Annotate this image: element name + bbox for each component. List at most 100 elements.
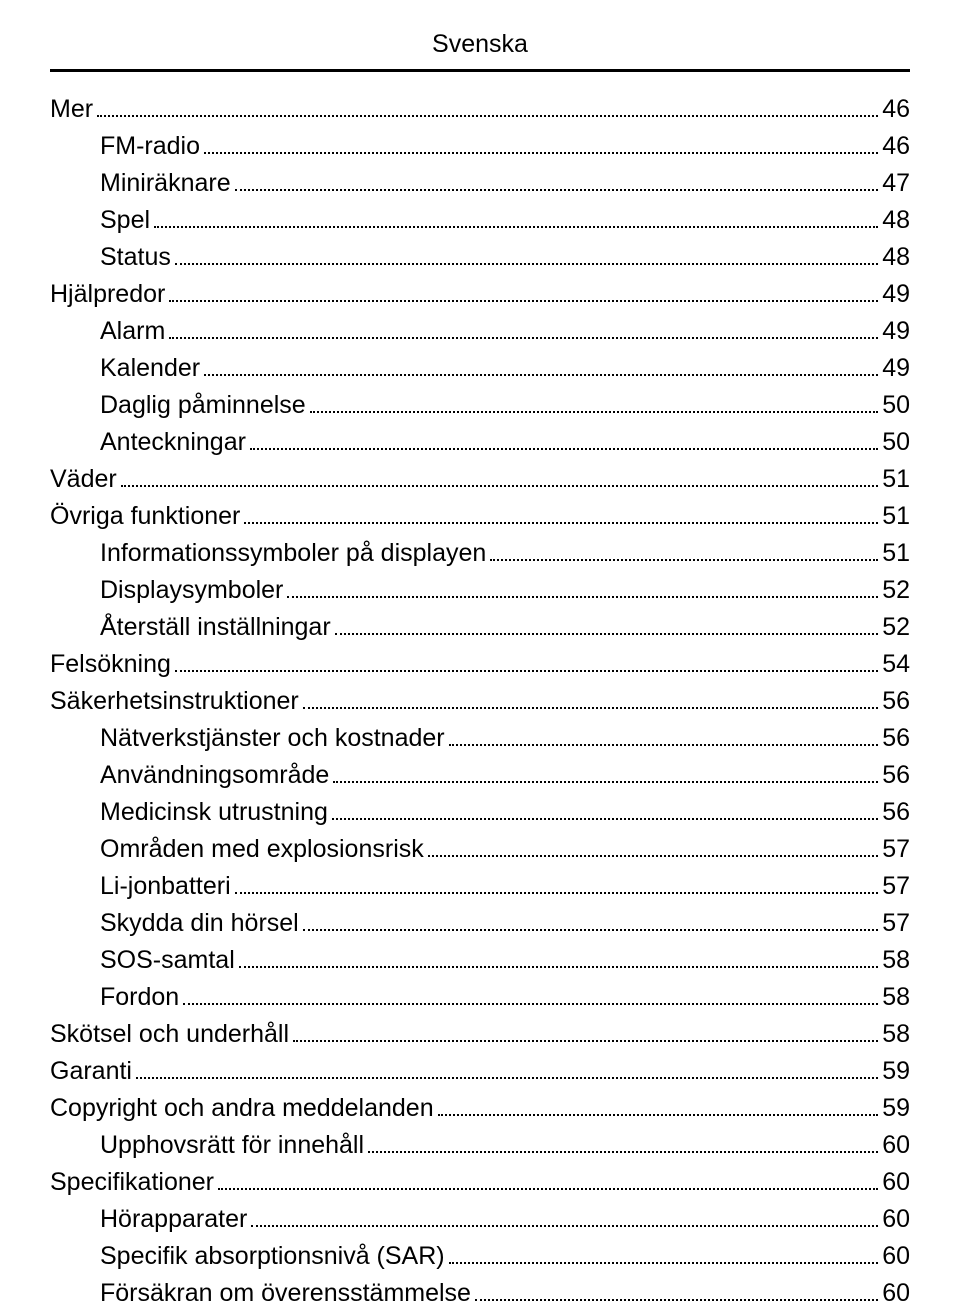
toc-entry-label: Specifik absorptionsnivå (SAR) bbox=[100, 1239, 445, 1274]
toc-leader-dots bbox=[169, 300, 878, 302]
toc-entry-page: 51 bbox=[882, 499, 910, 534]
toc-entry-label: Skydda din hörsel bbox=[100, 906, 299, 941]
toc-leader-dots bbox=[333, 781, 878, 783]
toc-entry-label: Väder bbox=[50, 462, 117, 497]
toc-entry-page: 52 bbox=[882, 610, 910, 645]
toc-entry: Spel 48 bbox=[50, 203, 910, 238]
toc-entry: Kalender49 bbox=[50, 351, 910, 386]
toc-entry-label: Mer bbox=[50, 92, 93, 127]
toc-entry: Försäkran om överensstämmelse60 bbox=[50, 1276, 910, 1311]
toc-entry-label: Säkerhetsinstruktioner bbox=[50, 684, 299, 719]
toc-entry: Nätverkstjänster och kostnader56 bbox=[50, 721, 910, 756]
toc-entry-label: Displaysymboler bbox=[100, 573, 283, 608]
toc-entry-label: Specifikationer bbox=[50, 1165, 214, 1200]
toc-leader-dots bbox=[235, 189, 879, 191]
toc-entry-label: Felsökning bbox=[50, 647, 171, 682]
toc-entry-page: 60 bbox=[882, 1239, 910, 1274]
toc-entry: Användningsområde56 bbox=[50, 758, 910, 793]
toc-entry: Skötsel och underhåll 58 bbox=[50, 1017, 910, 1052]
toc-entry-page: 50 bbox=[882, 388, 910, 423]
toc-entry: Hjälpredor 49 bbox=[50, 277, 910, 312]
toc-leader-dots bbox=[287, 596, 878, 598]
toc-entry: Alarm49 bbox=[50, 314, 910, 349]
toc-entry-page: 49 bbox=[882, 351, 910, 386]
toc-entry-page: 47 bbox=[882, 166, 910, 201]
toc-leader-dots bbox=[235, 892, 879, 894]
toc-entry: Status 48 bbox=[50, 240, 910, 275]
toc-entry-label: Medicinsk utrustning bbox=[100, 795, 328, 830]
toc-entry-label: Alarm bbox=[100, 314, 165, 349]
toc-entry-page: 57 bbox=[882, 906, 910, 941]
toc-leader-dots bbox=[310, 411, 879, 413]
toc-entry-page: 51 bbox=[882, 462, 910, 497]
toc-leader-dots bbox=[475, 1299, 878, 1301]
toc-entry: FM-radio46 bbox=[50, 129, 910, 164]
page-header-title: Svenska bbox=[50, 30, 910, 59]
toc-entry: Specifik absorptionsnivå (SAR) 60 bbox=[50, 1239, 910, 1274]
toc-entry-page: 46 bbox=[882, 92, 910, 127]
toc-leader-dots bbox=[169, 337, 878, 339]
toc-entry-page: 58 bbox=[882, 1017, 910, 1052]
toc-leader-dots bbox=[428, 855, 878, 857]
toc-entry: Felsökning 54 bbox=[50, 647, 910, 682]
toc-entry-label: Spel bbox=[100, 203, 150, 238]
toc-leader-dots bbox=[244, 522, 878, 524]
toc-entry-label: FM-radio bbox=[100, 129, 200, 164]
toc-leader-dots bbox=[438, 1114, 879, 1116]
toc-leader-dots bbox=[121, 485, 878, 487]
toc-leader-dots bbox=[293, 1040, 878, 1042]
toc-entry: Fordon58 bbox=[50, 980, 910, 1015]
toc-leader-dots bbox=[449, 744, 879, 746]
toc-entry-label: Miniräknare bbox=[100, 166, 231, 201]
toc-entry: Säkerhetsinstruktioner 56 bbox=[50, 684, 910, 719]
toc-entry: Informationssymboler på displayen51 bbox=[50, 536, 910, 571]
toc-leader-dots bbox=[368, 1151, 878, 1153]
toc-entry-label: Skötsel och underhåll bbox=[50, 1017, 289, 1052]
toc-entry: Garanti59 bbox=[50, 1054, 910, 1089]
toc-entry: Li-jonbatteri57 bbox=[50, 869, 910, 904]
toc-entry-label: Informationssymboler på displayen bbox=[100, 536, 486, 571]
toc-entry-page: 57 bbox=[882, 832, 910, 867]
toc-entry-label: Hjälpredor bbox=[50, 277, 165, 312]
toc-entry-page: 48 bbox=[882, 203, 910, 238]
toc-entry-page: 49 bbox=[882, 277, 910, 312]
toc-entry: Daglig påminnelse 50 bbox=[50, 388, 910, 423]
toc-leader-dots bbox=[490, 559, 878, 561]
toc-leader-dots bbox=[183, 1003, 878, 1005]
toc-entry-page: 60 bbox=[882, 1202, 910, 1237]
toc-entry: Upphovsrätt för innehåll60 bbox=[50, 1128, 910, 1163]
toc-entry-page: 50 bbox=[882, 425, 910, 460]
toc-entry: Miniräknare 47 bbox=[50, 166, 910, 201]
toc-entry-page: 60 bbox=[882, 1165, 910, 1200]
toc-entry-page: 54 bbox=[882, 647, 910, 682]
toc-entry: Återställ inställningar 52 bbox=[50, 610, 910, 645]
toc-leader-dots bbox=[332, 818, 878, 820]
toc-leader-dots bbox=[303, 707, 878, 709]
toc-entry-label: Status bbox=[100, 240, 171, 275]
toc-entry-page: 60 bbox=[882, 1276, 910, 1311]
toc-entry-label: SOS-samtal bbox=[100, 943, 235, 978]
toc-entry-label: Återställ inställningar bbox=[100, 610, 331, 645]
toc-leader-dots bbox=[204, 374, 878, 376]
toc-leader-dots bbox=[250, 448, 878, 450]
toc-entry: Skydda din hörsel 57 bbox=[50, 906, 910, 941]
toc-entry-page: 59 bbox=[882, 1091, 910, 1126]
toc-entry: Specifikationer 60 bbox=[50, 1165, 910, 1200]
toc-entry: Väder 51 bbox=[50, 462, 910, 497]
toc-entry-page: 56 bbox=[882, 684, 910, 719]
toc-entry: Medicinsk utrustning56 bbox=[50, 795, 910, 830]
toc-entry: Övriga funktioner51 bbox=[50, 499, 910, 534]
toc-leader-dots bbox=[239, 966, 878, 968]
toc-entry-label: Nätverkstjänster och kostnader bbox=[100, 721, 445, 756]
toc-entry-page: 58 bbox=[882, 943, 910, 978]
table-of-contents: Mer46FM-radio46Miniräknare47Spel48Status… bbox=[50, 92, 910, 1311]
toc-entry-page: 59 bbox=[882, 1054, 910, 1089]
header-divider bbox=[50, 69, 910, 72]
toc-entry-label: Anteckningar bbox=[100, 425, 246, 460]
toc-leader-dots bbox=[218, 1188, 878, 1190]
toc-entry-label: Områden med explosionsrisk bbox=[100, 832, 424, 867]
toc-entry-page: 52 bbox=[882, 573, 910, 608]
toc-entry-label: Daglig påminnelse bbox=[100, 388, 306, 423]
toc-entry-page: 48 bbox=[882, 240, 910, 275]
toc-entry-label: Hörapparater bbox=[100, 1202, 247, 1237]
